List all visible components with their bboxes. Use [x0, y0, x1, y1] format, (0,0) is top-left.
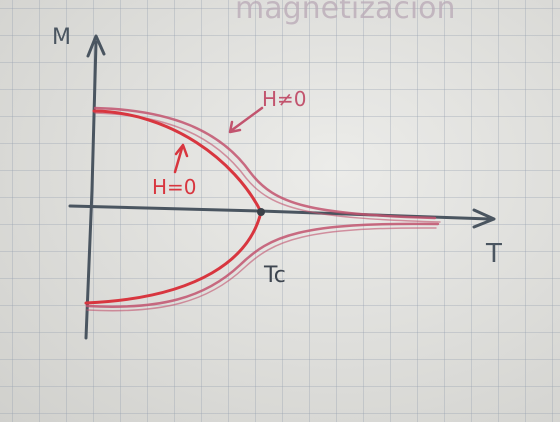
label-h-nonzero-arrowhead	[228, 120, 242, 134]
label-h-zero-arrowhead	[174, 143, 189, 158]
curve-h-zero-lower	[84, 210, 263, 305]
x-axis-arrowhead	[472, 208, 496, 229]
curve-h-nonzero-lower	[85, 222, 440, 308]
y-axis-arrowhead	[86, 34, 106, 58]
curve-h-nonzero	[85, 106, 441, 312]
title-fragment: magnetizacion	[235, 0, 456, 26]
y-axis	[84, 40, 98, 340]
curve-h-zero-upper	[92, 109, 263, 214]
curve-h-nonzero-lower-trace	[86, 227, 437, 312]
curve-h-zero	[84, 109, 263, 305]
label-h-nonzero-arrow	[230, 106, 264, 132]
curve-h-nonzero-upper-trace	[94, 112, 441, 223]
critical-temperature-label: Tc	[263, 263, 286, 288]
x-axis-label: T	[485, 239, 502, 269]
critical-point	[257, 208, 265, 216]
label-h-nonzero: H≠0	[262, 87, 307, 111]
y-axis-label: M	[52, 25, 71, 50]
label-h-zero: H=0	[152, 175, 197, 199]
label-h-zero-arrow	[173, 146, 184, 174]
curve-h-nonzero-upper	[93, 106, 437, 220]
